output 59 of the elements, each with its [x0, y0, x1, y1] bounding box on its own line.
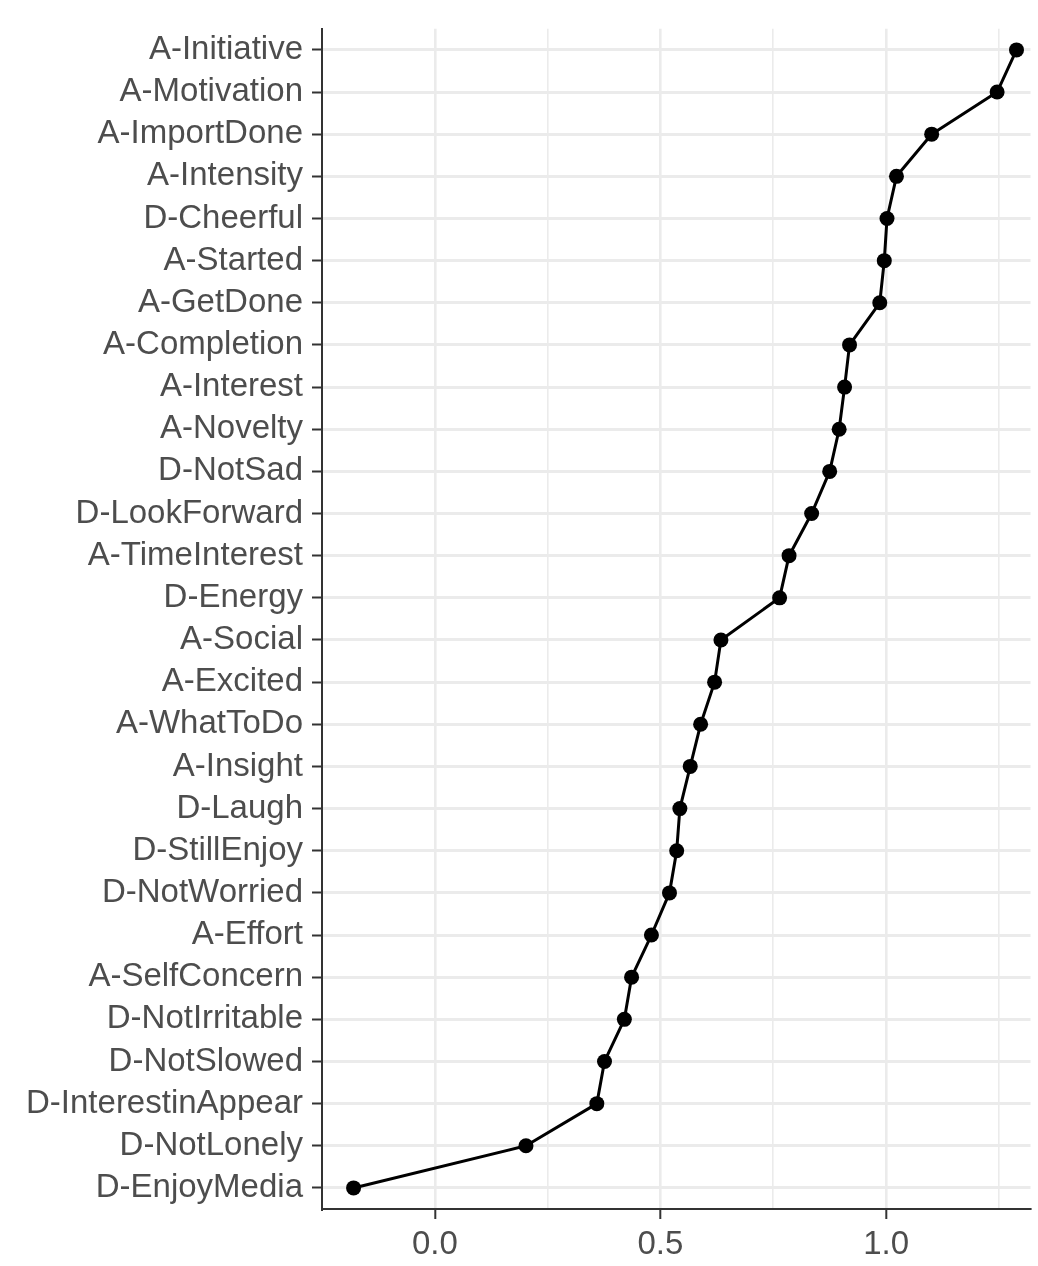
y-tick-label: A-GetDone: [137, 281, 303, 319]
point: [872, 295, 888, 311]
point: [888, 168, 904, 184]
y-tick-label: D-NotSad: [158, 450, 303, 488]
point: [713, 632, 729, 648]
y-tick-label: A-Started: [163, 239, 303, 277]
point: [781, 548, 797, 564]
y-tick-label: D-Energy: [163, 576, 304, 614]
point: [589, 1096, 605, 1112]
point: [624, 969, 640, 985]
y-tick-label: A-SelfConcern: [88, 956, 303, 994]
y-tick-label: A-ImportDone: [97, 113, 303, 151]
y-tick-label: D-NotIrritable: [106, 998, 303, 1036]
point: [672, 801, 688, 817]
point: [518, 1138, 534, 1154]
y-tick-label: A-Novelty: [159, 408, 304, 446]
point: [1009, 42, 1025, 58]
y-tick-label: D-NotLonely: [119, 1124, 304, 1162]
y-tick-label: D-LookForward: [75, 492, 303, 530]
point: [707, 674, 723, 690]
y-tick-label: A-WhatToDo: [115, 703, 303, 741]
y-tick-label: A-Motivation: [119, 71, 303, 109]
point: [842, 337, 858, 353]
point: [661, 885, 677, 901]
x-tick-label: 0.5: [637, 1223, 684, 1261]
y-tick-label: D-NotWorried: [101, 871, 303, 909]
point: [822, 463, 838, 479]
y-tick-label: D-StillEnjoy: [132, 829, 304, 867]
x-tick-label: 1.0: [863, 1223, 910, 1261]
point: [772, 590, 788, 606]
y-tick-label: D-NotSlowed: [108, 1040, 303, 1078]
y-tick-label: A-Social: [180, 619, 303, 657]
point: [876, 253, 892, 269]
y-tick-label: A-Effort: [191, 914, 303, 952]
point: [346, 1180, 362, 1196]
point: [682, 758, 698, 774]
y-tick-label: A-TimeInterest: [87, 534, 303, 572]
y-tick-label: A-Intensity: [147, 155, 304, 193]
point: [989, 84, 1005, 100]
point: [616, 1011, 632, 1027]
y-tick-label: A-Completion: [103, 324, 303, 362]
point: [669, 843, 685, 859]
y-tick-label: D-EnjoyMedia: [95, 1167, 304, 1205]
point: [597, 1053, 612, 1069]
point: [643, 927, 659, 943]
y-tick-label: D-InterestinAppear: [26, 1082, 303, 1120]
y-tick-label: A-Initiative: [148, 28, 303, 66]
y-tick-label: A-Interest: [159, 366, 303, 404]
y-tick-label: A-Insight: [172, 745, 303, 783]
point: [831, 421, 847, 437]
y-tick-label: D-Laugh: [176, 787, 303, 825]
point: [693, 716, 709, 732]
point: [924, 126, 940, 142]
x-tick-label: 0.0: [411, 1223, 458, 1261]
point: [879, 210, 895, 226]
point: [804, 506, 820, 522]
y-tick-label: D-Cheerful: [143, 197, 303, 235]
point: [837, 379, 853, 395]
y-tick-label: A-Excited: [161, 661, 303, 699]
